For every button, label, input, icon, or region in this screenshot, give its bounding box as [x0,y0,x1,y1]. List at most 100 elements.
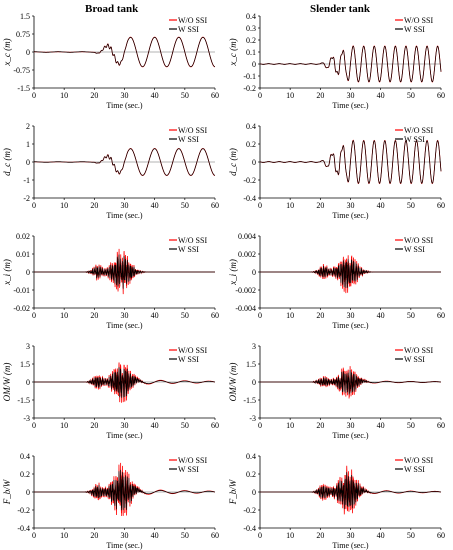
x-tick-label: 60 [211,91,219,100]
legend-label-w-ssi: W SSI [178,355,199,364]
panel-1-2: -0.004 -0.002 0 0.002 0.004 0 10 20 30 40 50 60 Time… [228,232,445,330]
series-line-w-ssi [34,148,216,176]
y-tick-label: -0.2 [243,84,256,93]
x-tick-label: 30 [347,311,355,320]
y-tick-label: 1.5 [20,360,30,369]
x-tick-label: 30 [121,311,129,320]
x-tick-label: 40 [377,91,385,100]
y-tick-label: 0 [252,488,256,497]
panel-0-2: -0.02 -0.01 0 0.01 0.02 0 10 20 30 40 50 60 Time (se… [2,232,219,330]
y-tick-label: 0.4 [246,12,256,21]
y-tick-label: -2 [23,194,30,203]
x-tick-label: 30 [121,421,129,430]
y-tick-label: 0.1 [246,48,256,57]
legend-label-w-ssi: W SSI [404,245,425,254]
y-tick-label: -3 [23,414,30,423]
series-line-w-ssi [260,472,442,509]
y-tick-label: -0.4 [17,524,30,533]
y-tick-label: -1.5 [243,396,256,405]
y-tick-label: 3 [26,342,30,351]
x-tick-label: 30 [347,421,355,430]
panel-1-0: -0.2 -0.1 0 0.1 0.2 0.3 0.4 0 10 20 30 40 50 60 Time (… [228,12,445,110]
x-tick-label: 40 [377,421,385,430]
x-tick-label: 60 [437,421,445,430]
y-tick-label: 0.2 [246,470,256,479]
y-tick-label: -0.2 [17,506,30,515]
y-tick-label: -1.5 [17,396,30,405]
legend-label-w-ssi: W SSI [404,355,425,364]
y-tick-label: -0.4 [243,194,256,203]
panel-1-1: -0.4 -0.2 0 0.2 0.4 0 10 20 30 40 50 60 Time (sec.) d… [228,122,445,220]
y-axis-label: x_c (m) [228,38,238,66]
x-tick-label: 10 [60,421,68,430]
legend-label-wo-ssi: W/O SSI [178,126,207,135]
y-tick-label: 0 [26,158,30,167]
x-tick-label: 10 [60,531,68,540]
x-tick-label: 60 [211,201,219,210]
x-tick-label: 50 [181,421,189,430]
legend-label-wo-ssi: W/O SSI [178,456,207,465]
y-tick-label: -0.004 [235,304,256,313]
y-tick-label: -0.1 [243,72,256,81]
series-line-w-ssi [34,36,216,68]
y-tick-label: 0 [252,378,256,387]
legend-label-wo-ssi: W/O SSI [404,126,433,135]
x-tick-label: 0 [32,421,36,430]
panel-0-0: -1.5 -0.75 0 0.75 1.5 0 10 20 30 40 50 60 Time (sec.… [2,12,219,110]
x-tick-label: 30 [121,531,129,540]
x-tick-label: 30 [121,91,129,100]
y-axis-label: x_i (m) [2,259,12,286]
x-tick-label: 20 [316,421,324,430]
x-tick-label: 40 [151,91,159,100]
x-tick-label: 0 [258,91,262,100]
x-axis-label: Time (sec.) [332,101,368,110]
x-tick-label: 30 [347,201,355,210]
legend-label-w-ssi: W SSI [404,465,425,474]
x-tick-label: 20 [316,531,324,540]
series-line-w-ssi [34,254,215,289]
y-tick-label: 0.01 [16,250,30,259]
legend-label-wo-ssi: W/O SSI [178,16,207,25]
series-line-w-ssi [34,367,216,398]
x-tick-label: 0 [32,311,36,320]
y-tick-label: 0.4 [20,452,30,461]
x-tick-label: 50 [407,311,415,320]
x-tick-label: 50 [181,91,189,100]
x-tick-label: 50 [407,531,415,540]
y-tick-label: 2 [26,122,30,131]
x-tick-label: 50 [407,421,415,430]
x-tick-label: 20 [316,91,324,100]
x-tick-label: 20 [316,201,324,210]
x-tick-label: 60 [437,531,445,540]
x-axis-label: Time (sec.) [106,431,142,440]
column-title-slender: Slender tank [310,3,371,15]
x-axis-label: Time (sec.) [332,541,368,550]
x-tick-label: 10 [60,311,68,320]
y-tick-label: 0.4 [246,452,256,461]
x-tick-label: 20 [90,201,98,210]
y-tick-label: 3 [252,342,256,351]
y-axis-label: x_c (m) [2,38,12,66]
y-tick-label: 0.2 [246,140,256,149]
x-tick-label: 50 [181,311,189,320]
y-tick-label: 0 [26,378,30,387]
panel-0-4: -0.4 -0.2 0 0.2 0.4 0 10 20 30 40 50 60 Time (sec.) F… [2,452,219,550]
x-tick-label: 40 [151,421,159,430]
x-tick-label: 20 [90,531,98,540]
legend-label-wo-ssi: W/O SSI [178,346,207,355]
x-tick-label: 10 [286,91,294,100]
series-line-w-ssi [259,45,442,83]
y-tick-label: 0.2 [246,36,256,45]
x-tick-label: 60 [437,201,445,210]
column-title-broad: Broad tank [85,3,139,15]
y-tick-label: 0.004 [238,232,256,241]
y-tick-label: -0.2 [243,506,256,515]
y-tick-label: -3 [249,414,256,423]
x-axis-label: Time (sec.) [332,431,368,440]
x-tick-label: 0 [258,531,262,540]
x-axis-label: Time (sec.) [332,211,368,220]
